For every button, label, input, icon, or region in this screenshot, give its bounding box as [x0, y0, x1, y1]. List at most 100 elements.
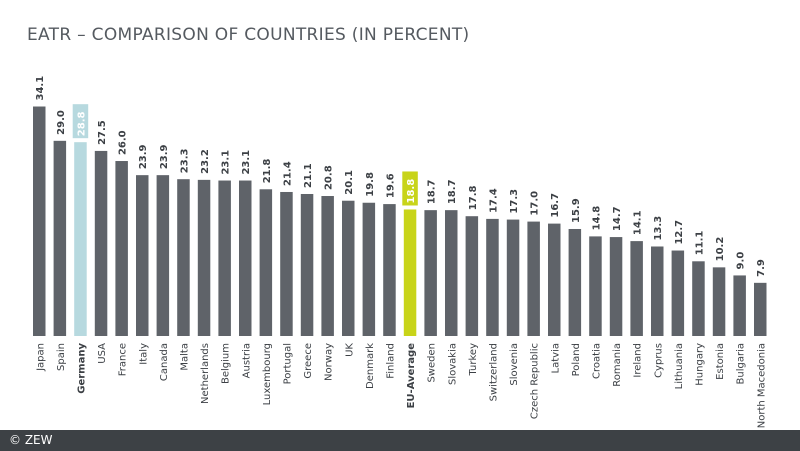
bar-usa	[94, 150, 108, 336]
bar-eu-average	[403, 209, 417, 336]
bar-belgium	[218, 180, 231, 336]
footer-bar: © ZEW	[0, 430, 800, 451]
bar-switzerland	[486, 218, 499, 336]
category-label-usa: USA	[97, 343, 108, 364]
category-label-denmark: Denmark	[365, 343, 376, 389]
category-label-luxembourg: Luxembourg	[262, 343, 273, 405]
category-label-greece: Greece	[303, 343, 314, 379]
value-label-luxembourg: 21.8	[262, 159, 273, 184]
bar-cyprus	[651, 246, 664, 336]
category-label-austria: Austria	[241, 343, 252, 378]
bar-estonia	[712, 267, 726, 336]
value-label-estonia: 10.2	[715, 237, 726, 262]
bar-france	[115, 161, 128, 336]
value-label-greece: 21.1	[303, 163, 314, 188]
bar-lithuania	[671, 250, 685, 336]
category-label-netherlands: Netherlands	[200, 343, 211, 404]
value-label-france: 26.0	[118, 130, 129, 155]
bar-hungary	[692, 261, 705, 336]
category-label-romania: Romania	[612, 343, 623, 387]
value-label-japan: 34.1	[35, 76, 46, 101]
value-label-slovakia: 18.7	[447, 179, 458, 204]
category-label-belgium: Belgium	[221, 343, 232, 384]
value-label-portugal: 21.4	[282, 161, 293, 186]
category-label-eu-average: EU-Average	[406, 343, 417, 409]
value-label-germany: 28.8	[76, 111, 87, 136]
value-label-finland: 19.6	[385, 173, 396, 198]
bar-austria	[239, 180, 252, 336]
category-label-north-macedonia: North Macedonia	[756, 343, 767, 428]
bar-croatia	[589, 236, 602, 336]
category-label-portugal: Portugal	[282, 343, 293, 384]
category-label-france: France	[118, 343, 129, 376]
bar-malta	[177, 179, 190, 336]
value-label-sweden: 18.7	[427, 179, 438, 204]
category-label-turkey: Turkey	[468, 343, 479, 377]
category-label-spain: Spain	[56, 343, 67, 371]
value-label-bulgaria: 9.0	[736, 252, 747, 270]
category-label-slovakia: Slovakia	[447, 343, 458, 385]
value-label-hungary: 11.1	[694, 231, 705, 256]
bar-poland	[568, 228, 582, 336]
value-label-netherlands: 23.2	[200, 149, 211, 174]
category-label-slovenia: Slovenia	[509, 343, 520, 386]
category-label-malta: Malta	[179, 343, 190, 371]
value-label-austria: 23.1	[241, 150, 252, 175]
bar-czech-republic	[527, 221, 540, 336]
bar-bulgaria	[733, 275, 746, 336]
bar-north-macedonia	[754, 282, 767, 336]
category-label-czech-republic: Czech Republic	[530, 343, 541, 419]
bar-japan	[33, 106, 46, 337]
category-label-croatia: Croatia	[591, 343, 602, 379]
category-label-finland: Finland	[385, 343, 396, 379]
bar-germany	[74, 142, 87, 336]
value-label-romania: 14.7	[612, 206, 623, 231]
bar-netherlands	[197, 179, 211, 336]
category-label-switzerland: Switzerland	[488, 343, 499, 401]
bar-slovakia	[445, 210, 458, 336]
category-label-norway: Norway	[324, 343, 335, 381]
bar-chart: 34.1 Japan 29.0 Spain 28.8 Germany 27.5 USA 26.0…	[33, 76, 767, 428]
chart-title: EATR – COMPARISON OF COUNTRIES (IN PERCE…	[27, 25, 470, 45]
value-label-cyprus: 13.3	[653, 216, 664, 241]
bar-italy	[136, 175, 149, 336]
value-label-north-macedonia: 7.9	[756, 259, 767, 277]
bar-sweden	[424, 210, 437, 336]
bar-canada	[156, 175, 170, 336]
value-label-spain: 29.0	[56, 110, 67, 135]
value-label-switzerland: 17.4	[488, 188, 499, 213]
category-label-cyprus: Cyprus	[653, 343, 664, 378]
value-label-croatia: 14.8	[591, 206, 602, 231]
value-label-slovenia: 17.3	[509, 189, 520, 214]
value-label-box-germany	[72, 104, 89, 139]
bar-slovenia	[506, 219, 520, 336]
bar-luxembourg	[259, 189, 273, 336]
bar-denmark	[362, 202, 376, 336]
value-label-malta: 23.3	[179, 148, 190, 173]
value-label-lithuania: 12.7	[674, 220, 685, 245]
value-label-turkey: 17.8	[468, 185, 479, 210]
value-label-eu-average: 18.8	[406, 179, 417, 204]
category-label-uk: UK	[344, 343, 355, 357]
category-label-estonia: Estonia	[715, 343, 726, 380]
value-label-belgium: 23.1	[221, 150, 232, 175]
bar-finland	[383, 204, 396, 336]
value-label-canada: 23.9	[159, 144, 170, 169]
bar-spain	[53, 140, 67, 336]
bar-romania	[609, 237, 623, 336]
value-label-uk: 20.1	[344, 170, 355, 195]
category-label-hungary: Hungary	[694, 343, 705, 386]
bar-uk	[342, 200, 355, 336]
category-label-italy: Italy	[138, 343, 149, 365]
value-label-usa: 27.5	[97, 120, 108, 145]
value-label-italy: 23.9	[138, 144, 149, 169]
value-label-norway: 20.8	[324, 165, 335, 190]
category-label-canada: Canada	[159, 343, 170, 381]
value-label-box-eu-average	[402, 171, 418, 206]
bar-greece	[300, 193, 314, 336]
bar-norway	[321, 196, 334, 336]
value-label-ireland: 14.1	[633, 210, 644, 235]
category-label-sweden: Sweden	[427, 343, 438, 383]
category-label-poland: Poland	[571, 343, 582, 376]
category-label-lithuania: Lithuania	[674, 343, 685, 389]
